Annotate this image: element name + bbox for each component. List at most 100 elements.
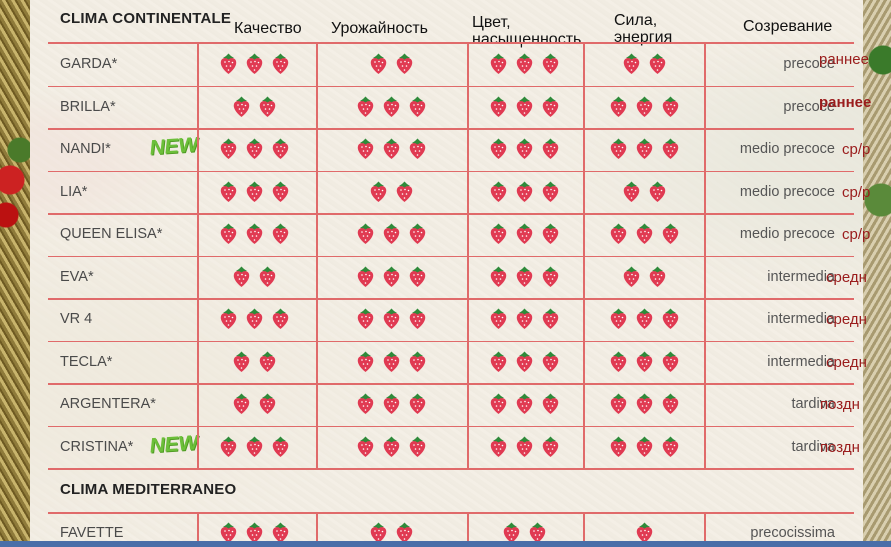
rating-color [489, 308, 560, 330]
strawberry-icon [272, 436, 288, 457]
strawberry-icon [272, 223, 288, 244]
strawberry-icon [623, 53, 639, 74]
strawberry-icon [396, 522, 412, 543]
ripening-translation: средн [826, 353, 867, 371]
strawberry-icon [610, 308, 626, 329]
row-divider [48, 85, 854, 87]
row-divider [48, 340, 854, 342]
strawberry-icon [636, 96, 652, 117]
strawberry-icon [409, 266, 425, 287]
strawberry-icon [396, 53, 412, 74]
strawberry-icon [370, 53, 386, 74]
strawberry-icon [662, 96, 678, 117]
strawberry-icon [246, 181, 262, 202]
strawberry-icon [490, 351, 506, 372]
strawberry-icon [357, 436, 373, 457]
rating-quality [232, 351, 277, 373]
strawberry-icon [383, 308, 399, 329]
column-divider [467, 42, 469, 468]
variety-name: TECLA* [60, 353, 113, 370]
strawberry-icon [490, 181, 506, 202]
rating-vigor [622, 53, 667, 75]
variety-name: EVA* [60, 268, 94, 285]
strawberry-icon [542, 351, 558, 372]
strawberry-icon [259, 96, 275, 117]
strawberry-icon [662, 393, 678, 414]
rating-yield [356, 96, 427, 118]
rating-yield [369, 53, 414, 75]
strawberry-icon [662, 436, 678, 457]
rating-vigor [609, 96, 680, 118]
strawberry-icon [636, 351, 652, 372]
strawberry-icon [490, 308, 506, 329]
strawberry-icon [636, 223, 652, 244]
strawberry-icon [610, 351, 626, 372]
strawberry-icon [220, 522, 236, 543]
variety-name: VR 4 [60, 311, 93, 327]
strawberry-icon [220, 53, 236, 74]
row-divider [48, 213, 854, 215]
ripening-translation: ср/р [842, 226, 871, 243]
strawberry-icon [649, 266, 665, 287]
strawberry-icon [220, 223, 236, 244]
ripening-value: intermedia [767, 353, 835, 370]
ripening-translation: поздн [820, 396, 860, 413]
strawberry-icon [610, 393, 626, 414]
ripening-value: intermedia [767, 311, 835, 327]
row-divider [48, 298, 854, 300]
strawberry-icon [516, 181, 532, 202]
strawberry-icon [490, 266, 506, 287]
strawberry-icon [542, 308, 558, 329]
strawberry-icon [636, 393, 652, 414]
ripening-translation: средн [826, 268, 867, 286]
strawberry-icon [220, 138, 236, 159]
new-badge: NEW [148, 133, 200, 160]
strawberry-icon [623, 181, 639, 202]
strawberry-icon [233, 393, 249, 414]
strawberry-icon [636, 522, 652, 543]
strawberry-icon [272, 522, 288, 543]
strawberry-icon [357, 96, 373, 117]
header-divider [48, 42, 854, 44]
column-divider [583, 42, 585, 468]
strawberry-icon [259, 351, 275, 372]
strawberry-photo-left [0, 0, 30, 547]
strawberry-icon [233, 96, 249, 117]
strawberry-icon [383, 266, 399, 287]
ripening-value: precocissima [750, 525, 835, 541]
rating-vigor [609, 393, 680, 415]
strawberry-icon [357, 393, 373, 414]
section-title-continental: CLIMA CONTINENTALE [60, 10, 232, 27]
strawberry-icon [246, 138, 262, 159]
column-divider [316, 42, 318, 468]
strawberry-icon [516, 266, 532, 287]
row-divider [48, 425, 854, 427]
rating-color [489, 53, 560, 75]
strawberry-icon [383, 351, 399, 372]
rating-color [489, 96, 560, 118]
rating-yield [356, 138, 427, 160]
rating-quality [232, 393, 277, 415]
rating-vigor [609, 308, 680, 330]
ripening-value: precoce [783, 98, 835, 115]
row-divider [48, 128, 854, 130]
ripening-value: medio precoce [739, 226, 835, 242]
ripening-value: precoce [783, 56, 835, 72]
header-color: Цвет, насыщенность [472, 14, 582, 48]
strawberry-icon [610, 436, 626, 457]
ripening-translation: средн [826, 311, 867, 328]
strawberry-icon [542, 223, 558, 244]
column-divider [704, 512, 706, 547]
ripening-translation: раннее [819, 93, 872, 111]
strawberry-icon [542, 181, 558, 202]
rating-vigor [609, 351, 680, 373]
header-vigor: Сила, энергия [614, 12, 673, 46]
strawberry-icon [396, 181, 412, 202]
rating-quality [219, 308, 290, 330]
strawberry-icon [246, 308, 262, 329]
rating-yield [369, 181, 414, 203]
variety-name: NANDI* [60, 141, 111, 157]
strawberry-icon [370, 181, 386, 202]
variety-name: CRISTINA* [60, 438, 134, 455]
rating-yield [356, 436, 427, 458]
